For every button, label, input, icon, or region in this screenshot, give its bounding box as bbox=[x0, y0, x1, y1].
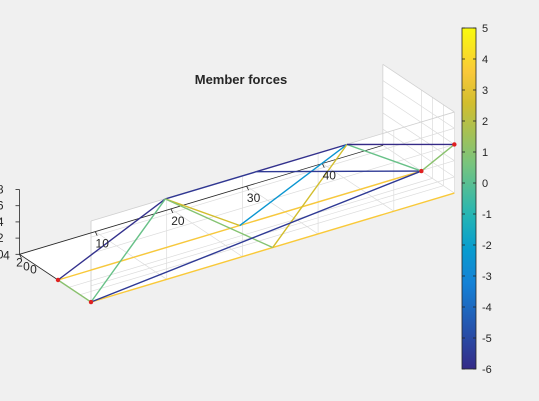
member-10 bbox=[165, 198, 273, 249]
colorbar-tick-label: 0 bbox=[482, 178, 488, 190]
x-tick-label: 40 bbox=[323, 169, 337, 183]
x-tick-label: 0 bbox=[23, 259, 30, 273]
member-5 bbox=[57, 279, 92, 303]
member-14 bbox=[346, 143, 422, 172]
floor-plane bbox=[19, 145, 455, 303]
y-tick-label: 0 bbox=[30, 262, 37, 276]
colorbar-tick-label: 1 bbox=[482, 147, 488, 159]
colorbar-tick-label: -4 bbox=[482, 302, 492, 314]
member-6 bbox=[165, 171, 257, 200]
z-tick-label: 2 bbox=[0, 231, 4, 245]
support-node-10 bbox=[452, 142, 457, 147]
colorbar-tick-label: -5 bbox=[482, 333, 492, 345]
colorbar bbox=[461, 27, 477, 370]
x-tick-label: 20 bbox=[171, 214, 185, 228]
x-tick-label: 30 bbox=[247, 191, 261, 205]
truss-members bbox=[57, 143, 455, 303]
member-8 bbox=[165, 198, 240, 227]
member-4 bbox=[90, 198, 166, 303]
member-7 bbox=[255, 143, 348, 173]
colorbar-tick-label: 5 bbox=[482, 23, 488, 35]
colorbar-tick-label: 2 bbox=[482, 116, 488, 128]
member-3 bbox=[57, 198, 166, 281]
z-tick-label: 0 bbox=[0, 247, 4, 261]
colorbar-tick-label: -2 bbox=[482, 240, 492, 252]
colorbar-tick-label: -1 bbox=[482, 209, 492, 221]
colorbar-ticks: 5 4 3 2 1 0 -1 -2 -3 -4 -5 -6 bbox=[462, 23, 492, 376]
colorbar-tick-label: 3 bbox=[482, 85, 488, 97]
member-9 bbox=[239, 143, 348, 227]
z-tick-label: 8 bbox=[0, 183, 4, 197]
member-13 bbox=[256, 170, 422, 173]
side-plane bbox=[382, 64, 455, 194]
axis-tick-labels: 010203040024602468 bbox=[0, 169, 336, 277]
support-node-3 bbox=[419, 168, 424, 174]
support-node-1 bbox=[55, 277, 61, 283]
colorbar-tick-label: 4 bbox=[482, 54, 488, 66]
member-16 bbox=[420, 143, 455, 172]
colorbar-tick-label: -3 bbox=[482, 271, 492, 283]
colorbar-tick-label: -6 bbox=[482, 364, 492, 376]
chart-title: Member forces bbox=[195, 72, 287, 87]
y-tick-label: 4 bbox=[3, 248, 10, 262]
x-tick-label: 10 bbox=[96, 237, 110, 251]
z-tick-label: 4 bbox=[0, 215, 4, 229]
support-node-2 bbox=[88, 299, 94, 305]
axes-back-planes bbox=[19, 64, 455, 303]
member-12 bbox=[90, 170, 422, 303]
support-markers bbox=[55, 142, 457, 305]
member-11 bbox=[272, 144, 348, 248]
z-tick-label: 6 bbox=[0, 199, 4, 213]
y-tick-label: 2 bbox=[16, 255, 23, 269]
